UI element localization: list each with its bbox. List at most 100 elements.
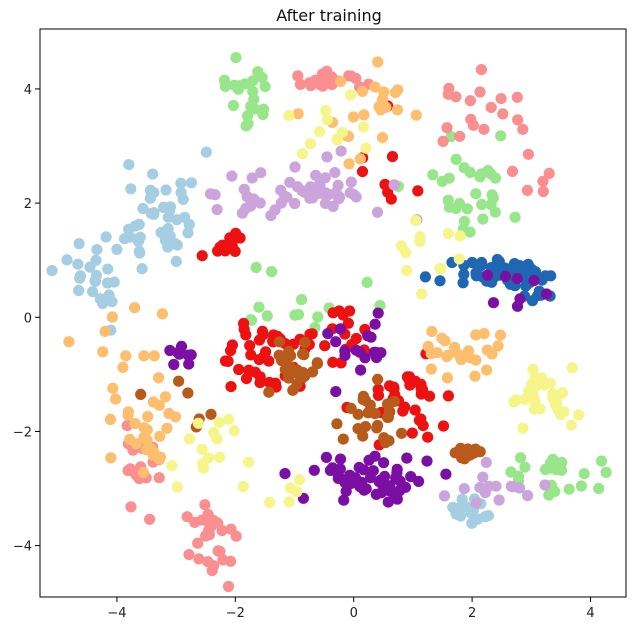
- data-point-cluster-light-green: [593, 482, 605, 495]
- data-point-cluster-light-yellow: [321, 114, 333, 126]
- data-point-cluster-pink: [222, 580, 235, 593]
- data-point-cluster-light-green: [575, 480, 588, 492]
- data-point-cluster-purple: [370, 488, 382, 500]
- x-tick-label: 2: [468, 606, 476, 621]
- data-point-cluster-light-green: [486, 189, 498, 201]
- data-point-cluster-light-yellow: [196, 443, 208, 455]
- data-point-cluster-light-yellow: [519, 393, 531, 406]
- data-point-cluster-light-yellow: [284, 482, 296, 494]
- data-point-cluster-light-orange: [494, 329, 507, 341]
- data-point-cluster-lavender: [474, 482, 486, 494]
- data-point-cluster-brown: [297, 348, 309, 360]
- data-point-cluster-purple: [391, 463, 403, 475]
- data-point-cluster-light-blue: [100, 231, 112, 243]
- data-point-cluster-pink: [521, 184, 534, 196]
- data-point-cluster-red: [422, 431, 434, 443]
- data-point-cluster-light-green: [296, 294, 308, 306]
- data-point-cluster-purple: [363, 454, 375, 466]
- data-point-cluster-light-yellow: [556, 387, 569, 399]
- data-point-cluster-light-green: [427, 169, 439, 181]
- data-point-cluster-purple: [356, 476, 368, 488]
- data-point-cluster-lavender: [310, 169, 322, 181]
- data-point-cluster-lavender: [388, 179, 400, 191]
- data-point-cluster-light-yellow: [228, 425, 240, 437]
- data-point-cluster-lavender: [284, 176, 296, 188]
- data-point-cluster-lavender: [255, 167, 267, 179]
- data-point-cluster-light-yellow: [331, 134, 344, 146]
- data-point-cluster-light-blue: [102, 263, 114, 275]
- data-point-cluster-red: [386, 151, 399, 163]
- data-point-cluster-lavender: [204, 188, 217, 200]
- data-point-cluster-light-blue: [144, 192, 156, 204]
- data-point-cluster-light-orange: [117, 361, 129, 373]
- chart-title: After training: [276, 6, 382, 25]
- data-point-cluster-light-green: [253, 301, 265, 313]
- data-point-cluster-light-green: [242, 110, 254, 122]
- data-point-cluster-light-green: [450, 153, 462, 165]
- data-point-cluster-pink: [522, 148, 535, 160]
- data-point-cluster-light-blue: [148, 208, 160, 220]
- data-point-cluster-blue: [521, 266, 533, 278]
- data-point-cluster-light-green: [292, 308, 305, 321]
- data-point-cluster-purple: [308, 464, 320, 476]
- data-point-cluster-light-yellow: [192, 417, 204, 429]
- data-point-cluster-light-green: [242, 118, 254, 130]
- data-point-cluster-light-blue: [147, 168, 159, 180]
- data-point-cluster-light-green: [476, 198, 488, 211]
- data-point-cluster-red: [222, 355, 234, 367]
- data-point-cluster-light-yellow: [264, 496, 276, 508]
- data-point-cluster-purple: [394, 475, 406, 487]
- data-point-cluster-light-blue: [72, 258, 84, 270]
- data-point-cluster-red: [233, 363, 245, 376]
- data-point-cluster-lavender: [477, 471, 489, 483]
- data-point-cluster-light-green: [595, 455, 608, 467]
- data-point-cluster-lavender: [279, 190, 291, 202]
- data-point-cluster-pink: [497, 108, 509, 120]
- data-point-cluster-light-orange: [376, 132, 389, 144]
- data-point-cluster-light-green: [252, 66, 264, 78]
- data-point-cluster-light-green: [250, 261, 262, 274]
- data-point-cluster-purple: [353, 461, 365, 474]
- data-point-cluster-purple: [339, 349, 351, 361]
- data-point-cluster-blue: [470, 267, 482, 279]
- axes: −4 −2 0 2 4 −4 −2 0 2 4: [13, 83, 595, 621]
- data-point-cluster-brown: [454, 442, 467, 454]
- data-point-cluster-pink: [189, 516, 201, 529]
- data-point-cluster-light-green: [470, 188, 482, 200]
- data-point-cluster-red: [230, 227, 242, 239]
- data-point-cluster-pink: [454, 130, 466, 142]
- data-point-cluster-light-blue: [170, 255, 182, 267]
- data-point-cluster-light-orange: [159, 391, 172, 403]
- data-point-cluster-purple: [324, 464, 336, 476]
- data-point-cluster-lavender: [348, 189, 360, 201]
- data-point-cluster-light-yellow: [547, 392, 559, 404]
- data-point-cluster-red: [257, 329, 269, 341]
- data-point-cluster-purple: [173, 348, 185, 360]
- data-point-cluster-light-yellow: [539, 379, 551, 391]
- data-point-cluster-light-yellow: [171, 481, 183, 493]
- y-tick-label: −4: [13, 540, 32, 555]
- data-point-cluster-light-orange: [122, 409, 134, 421]
- data-point-cluster-light-blue: [73, 238, 85, 250]
- data-point-cluster-purple: [344, 469, 356, 482]
- x-tick-label: −4: [107, 606, 126, 621]
- data-point-cluster-lavender: [211, 204, 223, 216]
- data-point-cluster-lavender: [539, 479, 551, 491]
- data-point-cluster-light-orange: [124, 433, 136, 445]
- data-point-cluster-light-green: [482, 165, 494, 177]
- data-point-cluster-light-yellow: [517, 422, 529, 434]
- data-point-cluster-light-orange: [129, 418, 141, 430]
- data-point-cluster-red: [372, 389, 385, 401]
- data-point-cluster-light-yellow: [401, 265, 413, 277]
- data-point-cluster-blue: [536, 274, 548, 286]
- data-point-cluster-light-blue: [185, 177, 197, 189]
- data-point-cluster-light-orange: [372, 56, 384, 68]
- data-point-cluster-light-yellow: [400, 246, 412, 259]
- data-point-cluster-lavender: [458, 483, 470, 495]
- data-point-cluster-red: [254, 377, 266, 389]
- data-point-cluster-red: [409, 404, 421, 416]
- data-point-cluster-purple: [499, 270, 511, 282]
- data-point-cluster-light-orange: [392, 84, 404, 96]
- data-point-cluster-light-orange: [110, 393, 122, 405]
